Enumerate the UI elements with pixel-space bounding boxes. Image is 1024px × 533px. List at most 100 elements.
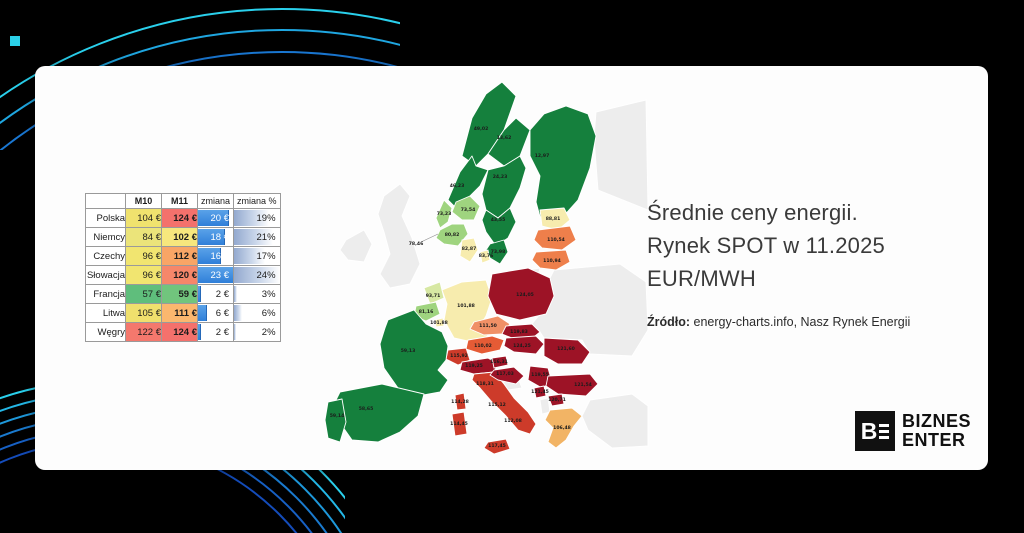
map-value-label: 121,45 bbox=[531, 389, 549, 395]
source-line: Źródło: energy-charts.info, Nasz Rynek E… bbox=[647, 315, 977, 329]
map-value-label: 83,76 bbox=[479, 253, 494, 259]
label-leader-line bbox=[420, 233, 439, 243]
brand-logo-mark: B bbox=[855, 411, 895, 451]
row-country: Francja bbox=[85, 284, 126, 304]
map-value-label: 106,48 bbox=[553, 425, 571, 431]
table-corner-cell bbox=[85, 193, 126, 209]
map-value-label: 116,31 bbox=[490, 359, 508, 365]
cell-m10: 84 € bbox=[125, 227, 162, 247]
zone-sweden-se3 bbox=[481, 207, 517, 247]
cell-change-bar: 16 € bbox=[196, 246, 235, 266]
cell-change-pct-bar: 24% bbox=[233, 265, 281, 285]
logo-line2: ENTER bbox=[902, 430, 966, 450]
cell-change-pct-bar: 17% bbox=[233, 246, 281, 266]
map-value-label: 82,87 bbox=[462, 246, 477, 252]
map-value-label: 101,88 bbox=[430, 320, 448, 326]
row-country: Węgry bbox=[85, 322, 126, 342]
map-value-label: 12,97 bbox=[535, 153, 550, 159]
logo-bars-icon bbox=[879, 422, 890, 440]
table-row: Słowacja 96 €120 €23 €24% bbox=[85, 265, 281, 285]
price-table-body: Polska 104 €124 €20 €19% Niemcy 84 €102 €18… bbox=[85, 208, 281, 342]
map-value-label: 80,82 bbox=[445, 232, 460, 238]
country-uk bbox=[377, 183, 421, 289]
map-value-label: 58,65 bbox=[359, 406, 374, 412]
cell-change-pct-bar: 2% bbox=[233, 322, 281, 342]
cell-m10: 105 € bbox=[125, 303, 162, 323]
map-value-label: 120,71 bbox=[548, 397, 566, 403]
cell-change-pct-bar: 3% bbox=[233, 284, 281, 304]
cell-m10: 104 € bbox=[125, 208, 162, 228]
cell-change-bar: 18 € bbox=[196, 227, 235, 247]
map-value-label: 73,23 bbox=[437, 211, 452, 217]
map-value-label: 115,12 bbox=[488, 402, 506, 408]
cell-m11: 112 € bbox=[161, 246, 198, 266]
map-value-label: 110,94 bbox=[543, 258, 561, 264]
cell-m10: 122 € bbox=[125, 322, 162, 342]
country-estonia bbox=[539, 207, 571, 231]
country-slovenia bbox=[491, 355, 509, 369]
map-value-label: 24,23 bbox=[493, 174, 508, 180]
accent-square bbox=[10, 36, 20, 46]
map-value-label: 13,62 bbox=[497, 135, 512, 141]
cell-m11: 120 € bbox=[161, 265, 198, 285]
country-portugal bbox=[324, 398, 347, 443]
table-row: Litwa 105 €111 €6 €6% bbox=[85, 303, 281, 323]
country-lithuania bbox=[531, 249, 571, 271]
map-value-label: 73,54 bbox=[461, 207, 476, 213]
col-header-m10: M10 bbox=[125, 193, 162, 209]
zone-sweden-se4 bbox=[485, 239, 509, 265]
row-country: Niemcy bbox=[85, 227, 126, 247]
cell-change-bar: 2 € bbox=[196, 284, 235, 304]
zone-italy-sardinia bbox=[451, 411, 468, 437]
map-value-label: 93,71 bbox=[426, 293, 441, 299]
map-value-label: 101,88 bbox=[457, 303, 475, 309]
country-belgium bbox=[413, 301, 441, 322]
col-header-change-pct: zmiana % bbox=[233, 193, 281, 209]
map-value-label: 118,31 bbox=[476, 381, 494, 387]
map-value-label: 112,08 bbox=[504, 418, 522, 424]
row-country: Słowacja bbox=[85, 265, 126, 285]
cell-change-pct-bar: 19% bbox=[233, 208, 281, 228]
zone-italy-sicily bbox=[483, 438, 511, 455]
europe-map-container: 49,02 13,62 12,97 24,23 46,23 73,54 73,23 43,55… bbox=[290, 68, 650, 468]
country-finland bbox=[529, 105, 597, 225]
country-austria bbox=[465, 335, 505, 355]
table-row: Niemcy 84 €102 €18 €21% bbox=[85, 227, 281, 247]
map-value-label: 121,60 bbox=[557, 346, 575, 352]
zone-norway-no1 bbox=[451, 195, 481, 221]
map-value-label: 81,16 bbox=[419, 309, 434, 315]
cell-m11: 102 € bbox=[161, 227, 198, 247]
map-value-label: 110,02 bbox=[474, 343, 492, 349]
map-value-label: 110,54 bbox=[547, 237, 565, 243]
europe-map: 49,02 13,62 12,97 24,23 46,23 73,54 73,23 43,55… bbox=[324, 81, 649, 455]
logo-letter-b: B bbox=[860, 417, 878, 444]
logo-line1: BIZNES bbox=[902, 411, 972, 431]
zone-sweden-se2 bbox=[481, 155, 527, 219]
row-country: Czechy bbox=[85, 246, 126, 266]
country-latvia bbox=[533, 225, 577, 251]
table-row: Polska 104 €124 €20 €19% bbox=[85, 208, 281, 228]
cell-change-bar: 23 € bbox=[196, 265, 235, 285]
country-netherlands bbox=[423, 281, 445, 305]
country-russia bbox=[593, 99, 649, 211]
country-poland bbox=[487, 267, 555, 321]
zone-denmark-dk2 bbox=[479, 249, 491, 264]
map-value-label: 88,81 bbox=[546, 216, 561, 222]
source-label: Źródło: bbox=[647, 315, 691, 329]
cell-change-bar: 6 € bbox=[196, 303, 235, 323]
map-value-label: 59,13 bbox=[401, 348, 416, 354]
brand-logo-text: BIZNES ENTER bbox=[902, 412, 971, 450]
brand-logo: B BIZNES ENTER bbox=[855, 411, 971, 451]
map-value-label: 124,25 bbox=[513, 343, 531, 349]
cell-change-pct-bar: 21% bbox=[233, 227, 281, 247]
row-country: Litwa bbox=[85, 303, 126, 323]
page-title-line2: Rynek SPOT w 11.2025 EUR/MWH bbox=[647, 233, 885, 291]
country-north-macedonia bbox=[547, 393, 565, 407]
map-value-label: 117,45 bbox=[488, 443, 506, 449]
infographic-card: M10 M11 zmiana zmiana % Polska 104 €124 €… bbox=[35, 66, 988, 470]
map-value-label: 121,54 bbox=[574, 382, 592, 388]
table-row: Czechy 96 €112 €16 €17% bbox=[85, 246, 281, 266]
map-value-label: 119,83 bbox=[510, 329, 528, 335]
country-greece bbox=[544, 407, 583, 449]
